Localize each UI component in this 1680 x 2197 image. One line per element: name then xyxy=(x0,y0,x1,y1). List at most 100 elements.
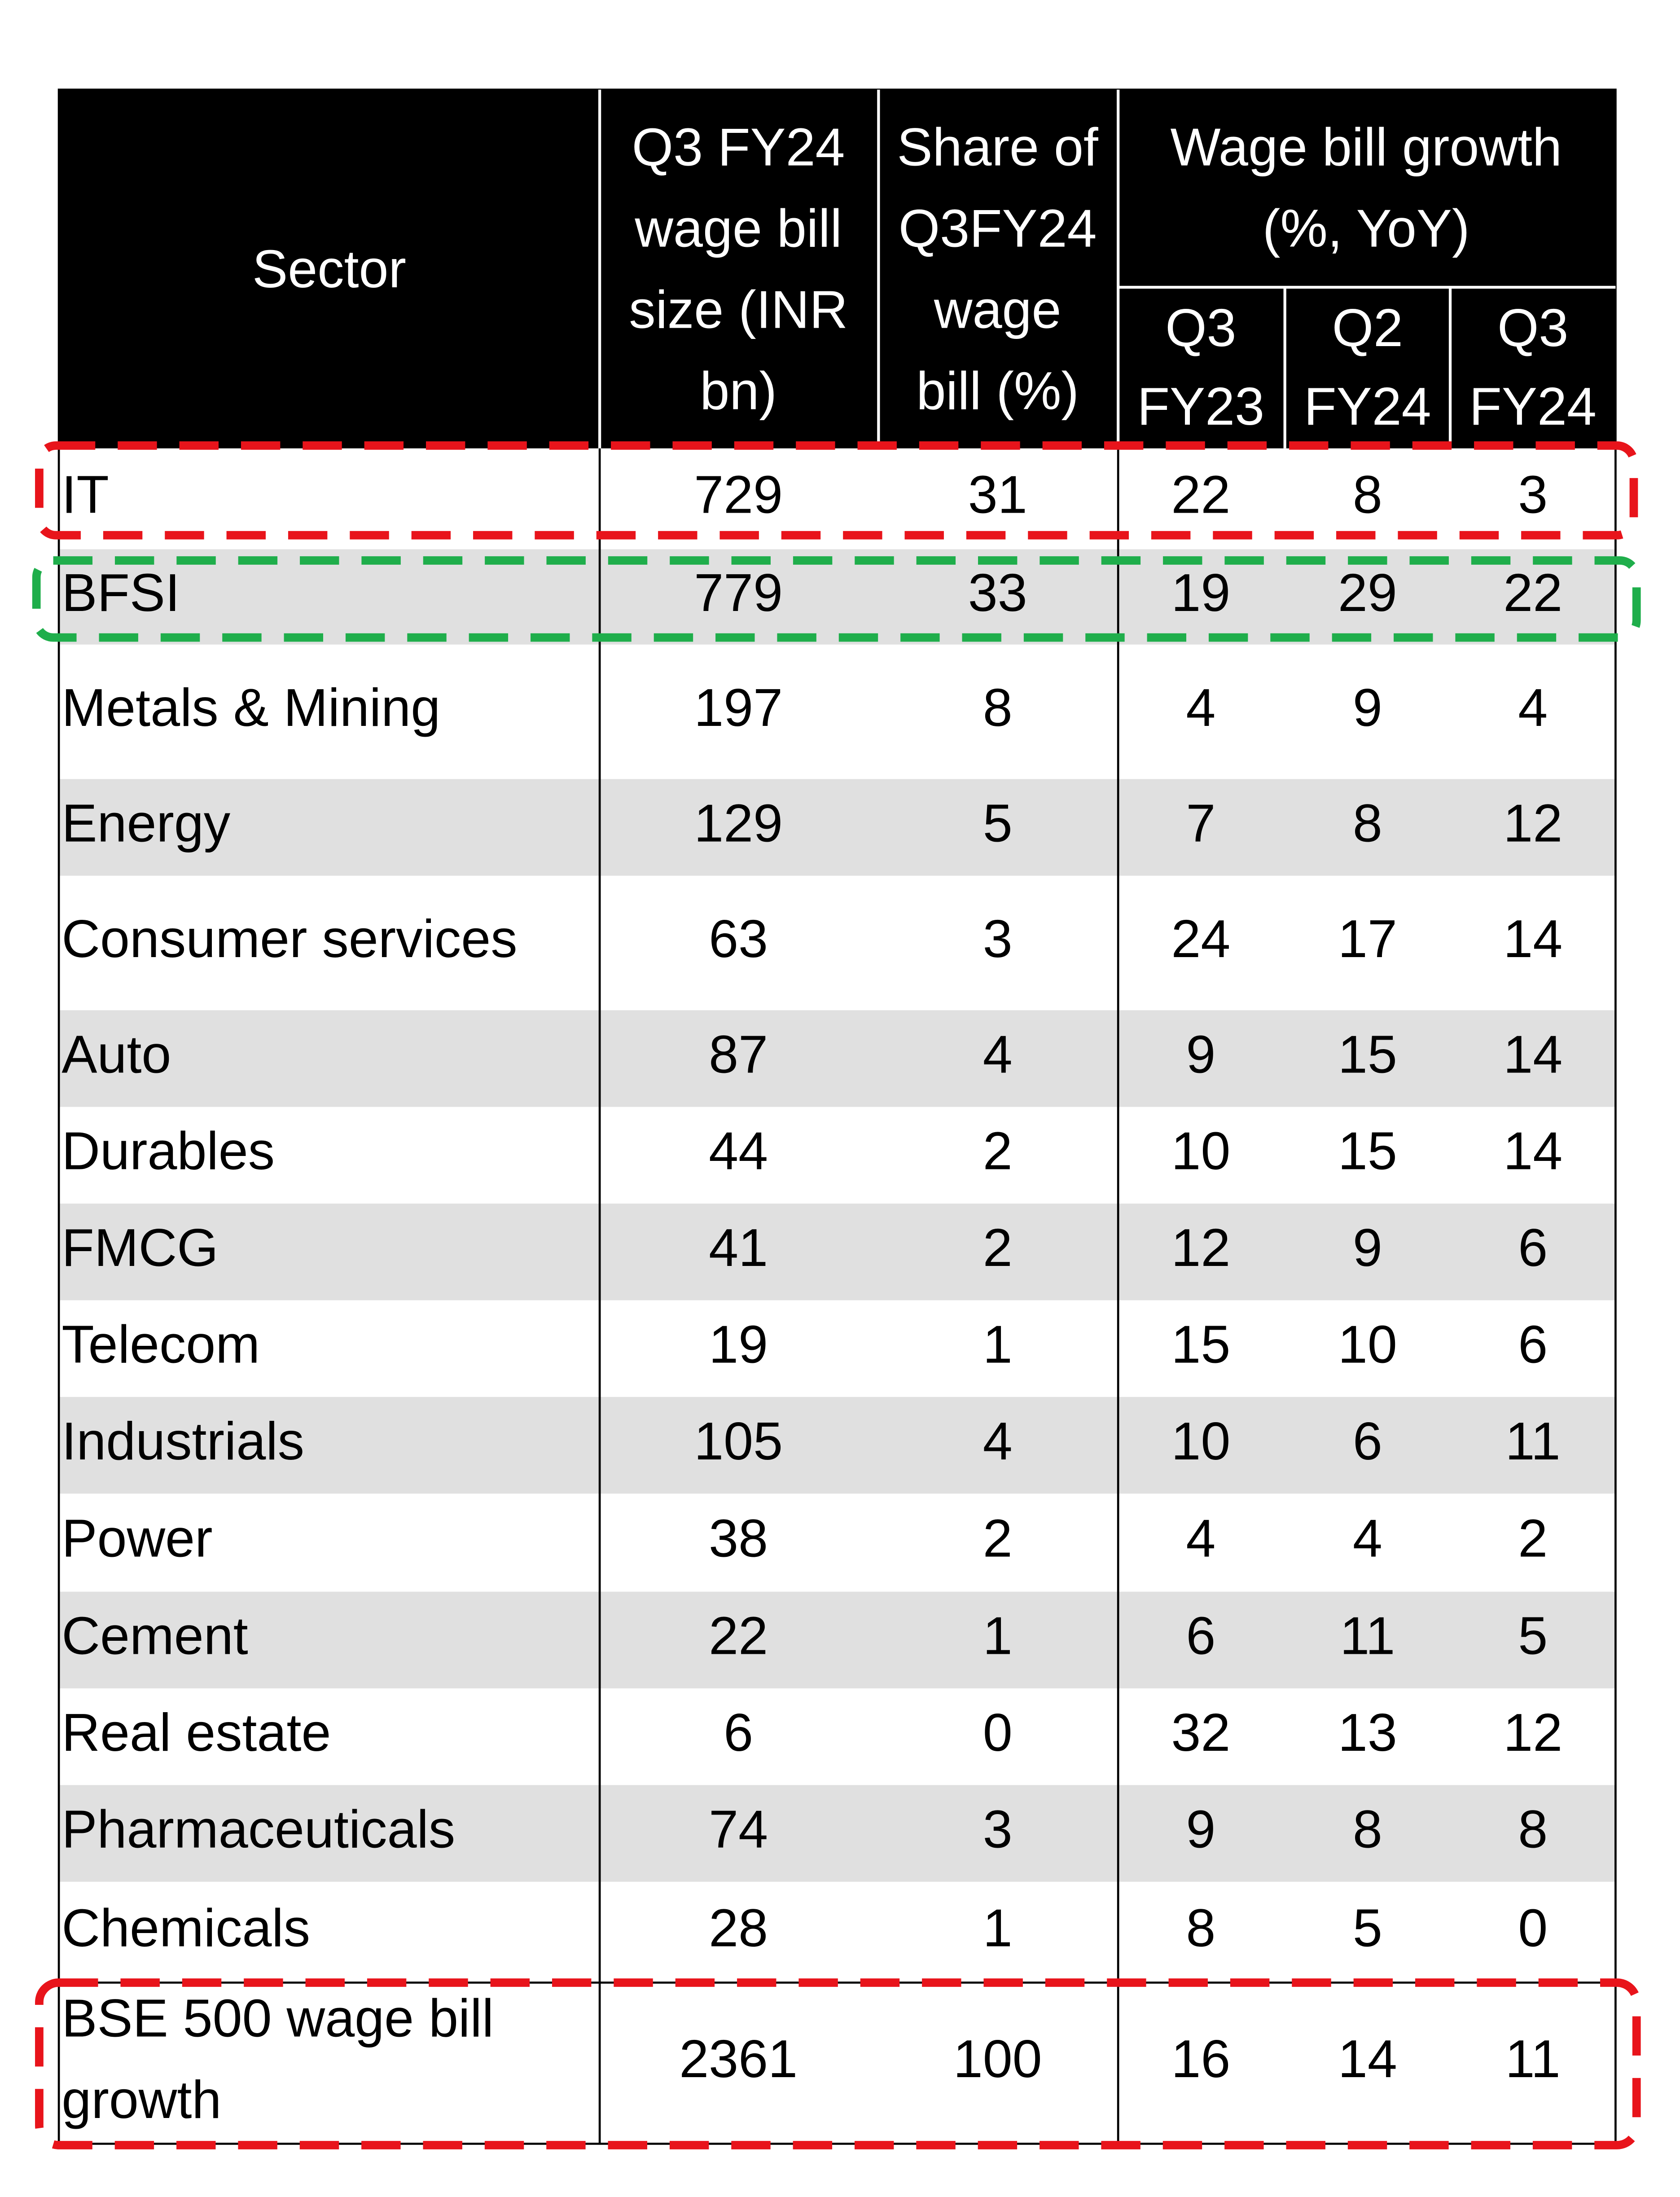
header-text: bn) xyxy=(700,362,776,421)
cell-value: 2 xyxy=(983,1509,1013,1569)
header-text: FY24 xyxy=(1469,377,1597,436)
cell-value: 5 xyxy=(1353,1898,1382,1958)
cell-value: 4 xyxy=(1186,678,1215,738)
cell-value: 14 xyxy=(1503,1025,1562,1084)
header-background xyxy=(59,89,1616,448)
cell-value: 4 xyxy=(983,1025,1013,1084)
cell-value: 15 xyxy=(1171,1315,1230,1374)
cell-value: 19 xyxy=(709,1315,768,1374)
cell-value: 10 xyxy=(1338,1315,1397,1374)
cell-value: 15 xyxy=(1338,1025,1397,1084)
cell-value: 129 xyxy=(694,794,783,853)
cell-value: 31 xyxy=(968,465,1027,524)
sector-label: Pharmaceuticals xyxy=(61,1800,455,1859)
highlight-total xyxy=(35,1978,1641,2149)
cell-value: 29 xyxy=(1338,563,1397,623)
sector-label: Telecom xyxy=(61,1315,260,1374)
highlight-it xyxy=(35,441,1638,540)
sector-label: IT xyxy=(61,465,109,524)
cell-value: 5 xyxy=(983,794,1013,853)
cell-value: 12 xyxy=(1171,1218,1230,1278)
cell-value: 3 xyxy=(983,910,1013,969)
cell-value: 12 xyxy=(1503,794,1562,853)
cell-value: 14 xyxy=(1503,910,1562,969)
cell-value: 12 xyxy=(1503,1703,1562,1762)
cell-value: 3 xyxy=(1518,465,1548,524)
cell-value: 14 xyxy=(1503,1122,1562,1181)
cell-value: 1 xyxy=(983,1607,1013,1666)
sector-label: FMCG xyxy=(61,1218,218,1278)
header-text: FY23 xyxy=(1137,377,1265,436)
cell-value: 22 xyxy=(1503,563,1562,623)
cell-value: 6 xyxy=(1353,1412,1382,1471)
cell-value: 1 xyxy=(983,1315,1013,1374)
header-text: bill (%) xyxy=(916,362,1079,421)
cell-value: 44 xyxy=(709,1122,768,1181)
cell-value: 63 xyxy=(709,910,768,969)
sector-label: Real estate xyxy=(61,1703,331,1762)
cell-value: 33 xyxy=(968,563,1027,623)
cell-value: 4 xyxy=(1186,1509,1215,1569)
sector-label: growth xyxy=(61,2070,221,2130)
cell-value: 2 xyxy=(983,1122,1013,1181)
row-shade xyxy=(59,1591,1616,1689)
cell-value: 10 xyxy=(1171,1412,1230,1471)
cell-value: 22 xyxy=(709,1607,768,1666)
cell-value: 6 xyxy=(1518,1218,1548,1278)
cell-value: 4 xyxy=(983,1412,1013,1471)
cell-value: 6 xyxy=(1518,1315,1548,1374)
header-text: size (INR xyxy=(629,280,848,339)
cell-value: 38 xyxy=(709,1509,768,1569)
sector-label: Energy xyxy=(61,794,231,853)
header-text: (%, YoY) xyxy=(1263,199,1470,258)
cell-value: 6 xyxy=(724,1703,753,1762)
header-separators xyxy=(598,89,1616,448)
cell-value: 10 xyxy=(1171,1122,1230,1181)
cell-value: 8 xyxy=(1353,1800,1382,1859)
header-text: FY24 xyxy=(1304,377,1431,436)
cell-value: 6 xyxy=(1186,1607,1215,1666)
sector-label: Auto xyxy=(61,1025,171,1084)
row-shade xyxy=(59,1204,1616,1301)
row-shade xyxy=(59,1010,1616,1107)
header-text: Q3FY24 xyxy=(899,199,1097,258)
cell-value: 0 xyxy=(983,1703,1013,1762)
sector-label: Power xyxy=(61,1509,212,1569)
cell-value: 5 xyxy=(1518,1607,1548,1666)
cell-value: 729 xyxy=(694,465,783,524)
sector-label: Consumer services xyxy=(61,910,517,969)
cell-value: 100 xyxy=(953,2030,1042,2089)
cell-value: 74 xyxy=(709,1800,768,1859)
cell-value: 2 xyxy=(983,1218,1013,1278)
cell-value: 22 xyxy=(1171,465,1230,524)
row-shade xyxy=(59,1785,1616,1882)
header-text: Share of xyxy=(897,118,1098,177)
cell-value: 105 xyxy=(694,1412,783,1471)
cell-value: 15 xyxy=(1338,1122,1397,1181)
cell-value: 16 xyxy=(1171,2030,1230,2089)
sector-label: Industrials xyxy=(61,1412,304,1471)
cell-value: 2361 xyxy=(679,2030,798,2089)
header-text: Q2 xyxy=(1332,299,1403,358)
header-text: Q3 xyxy=(1497,299,1568,358)
cell-value: 8 xyxy=(1353,794,1382,853)
header-text: Sector xyxy=(252,240,406,299)
cell-value: 8 xyxy=(983,678,1013,738)
header-text: wage xyxy=(934,280,1062,339)
cell-value: 19 xyxy=(1171,563,1230,623)
cell-value: 3 xyxy=(983,1800,1013,1859)
header-text: Q3 xyxy=(1165,299,1236,358)
cell-value: 7 xyxy=(1186,794,1215,853)
row-shade xyxy=(59,549,1616,645)
cell-value: 13 xyxy=(1338,1703,1397,1762)
cell-value: 9 xyxy=(1186,1800,1215,1859)
cell-value: 4 xyxy=(1353,1509,1382,1569)
cell-value: 0 xyxy=(1518,1898,1548,1958)
row-shade xyxy=(59,779,1616,876)
cell-value: 4 xyxy=(1518,678,1548,738)
sector-label: Metals & Mining xyxy=(61,678,440,738)
